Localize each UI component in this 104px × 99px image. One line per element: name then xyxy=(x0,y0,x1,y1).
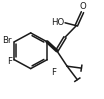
Text: Br: Br xyxy=(2,36,12,45)
Text: HO: HO xyxy=(51,18,64,27)
Text: F: F xyxy=(7,57,12,66)
Text: F: F xyxy=(51,68,56,77)
Text: O: O xyxy=(80,2,86,11)
